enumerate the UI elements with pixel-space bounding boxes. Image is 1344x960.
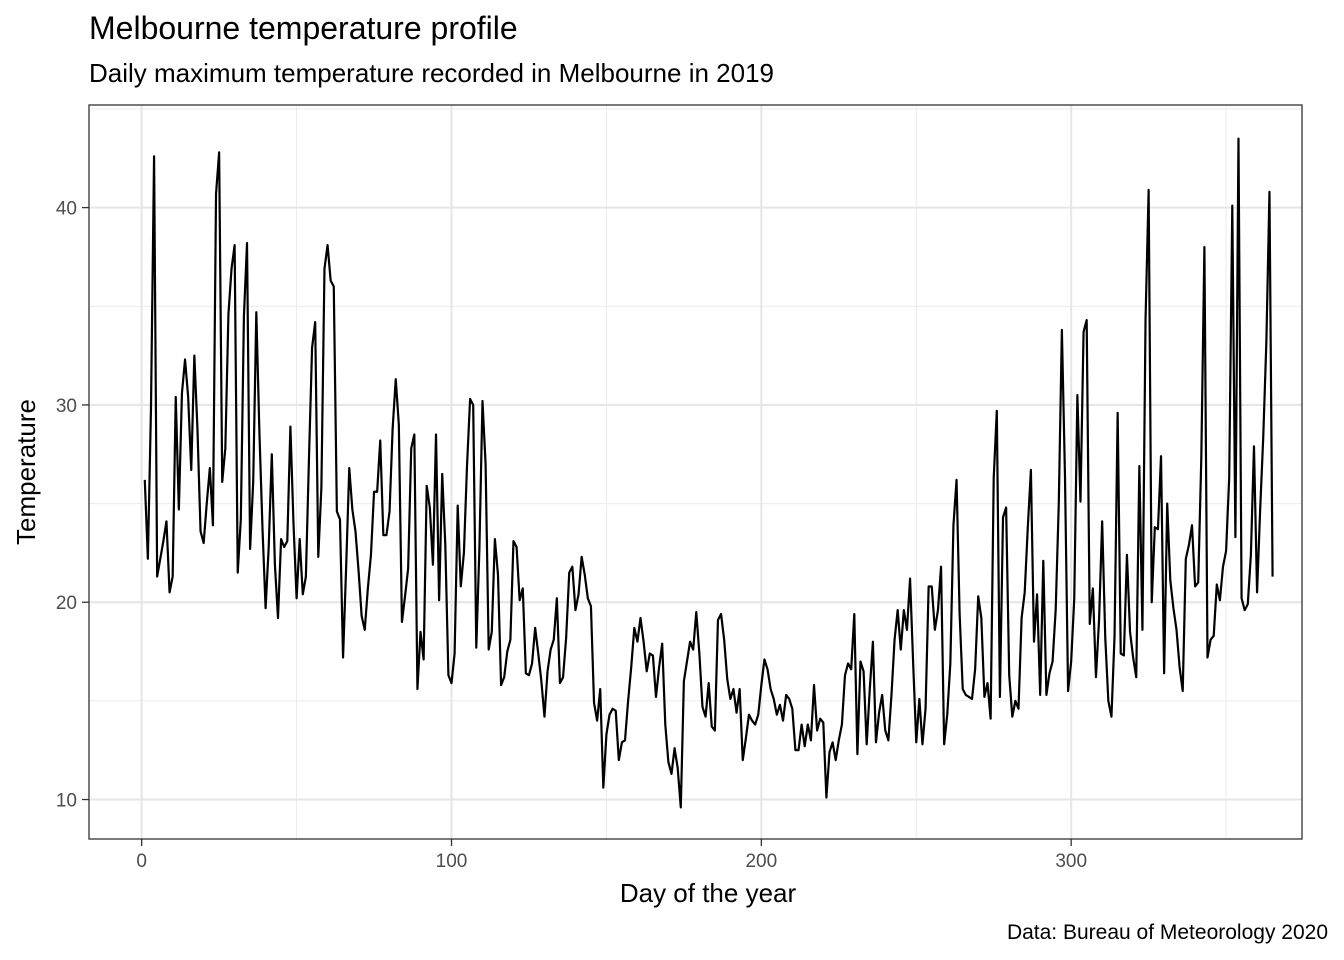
y-tick-label: 40 bbox=[56, 199, 77, 220]
y-tick-label: 20 bbox=[56, 593, 77, 614]
x-tick-label: 0 bbox=[136, 851, 147, 872]
x-axis: 0 100 200 300 bbox=[136, 839, 1087, 872]
y-axis-title: Temperature bbox=[11, 399, 41, 545]
y-tick-label: 30 bbox=[56, 396, 77, 417]
x-tick-label: 100 bbox=[436, 851, 468, 872]
x-tick-label: 200 bbox=[745, 851, 777, 872]
temperature-series-line bbox=[143, 137, 1274, 809]
y-axis: 10 20 30 40 bbox=[56, 199, 89, 812]
chart-caption: Data: Bureau of Meteorology 2020 bbox=[1006, 921, 1328, 944]
plot-panel-border bbox=[88, 104, 1303, 840]
x-tick-label: 300 bbox=[1055, 851, 1087, 872]
x-axis-title: Day of the year bbox=[620, 878, 797, 908]
minor-gridlines bbox=[89, 105, 1302, 839]
chart-title: Melbourne temperature profile bbox=[89, 10, 518, 46]
chart-subtitle: Daily maximum temperature recorded in Me… bbox=[89, 58, 774, 88]
y-tick-label: 10 bbox=[56, 791, 77, 812]
